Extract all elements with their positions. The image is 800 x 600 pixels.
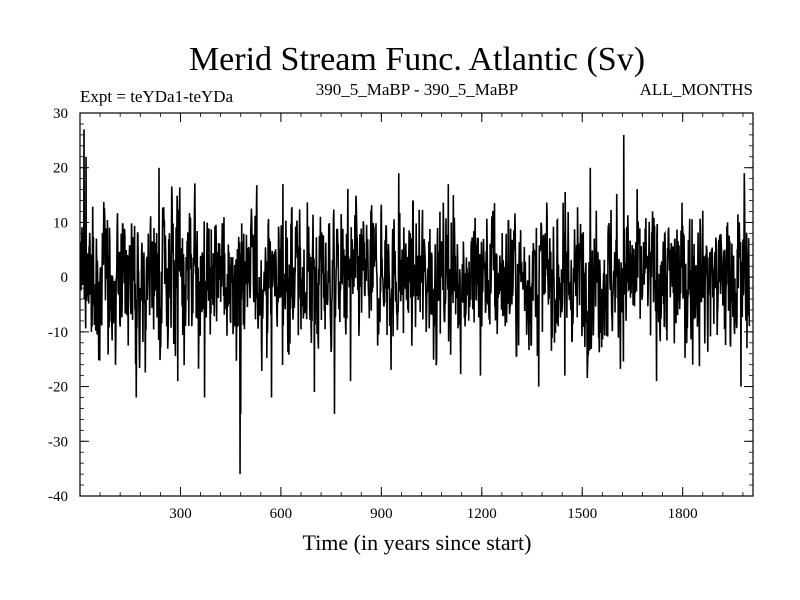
y-tick-label: -10 [48, 325, 68, 341]
x-tick-label: 1200 [467, 506, 497, 522]
series-line [79, 129, 751, 475]
x-tick-label: 1500 [567, 506, 597, 522]
axis-ticks [80, 112, 753, 497]
y-tick-label: -20 [48, 380, 68, 396]
chart-subtitle-right: ALL_MONTHS [640, 80, 753, 99]
y-tick-label: 20 [53, 161, 68, 177]
chart-subtitle-center: 390_5_MaBP - 390_5_MaBP [316, 80, 518, 99]
x-tick-label: 1800 [668, 506, 698, 522]
x-tick-label: 300 [169, 506, 192, 522]
y-tick-label: 10 [53, 215, 68, 231]
y-tick-label: 30 [53, 106, 68, 122]
x-axis-label: Time (in years since start) [303, 530, 532, 555]
y-tick-label: -40 [48, 489, 68, 505]
chart-title: Merid Stream Func. Atlantic (Sv) [189, 41, 645, 78]
x-tick-label: 600 [270, 506, 293, 522]
x-tick-label: 900 [370, 506, 393, 522]
chart-subtitle-left: Expt = teYDa1-teYDa [80, 87, 234, 106]
tick-labels: 300 600 900 1200 1500 1800 -40 -30 -20 -10 0 10 20 30 [48, 106, 698, 522]
plot-area [79, 129, 751, 475]
plot-frame [79, 112, 754, 497]
y-tick-label: 0 [61, 270, 69, 286]
y-tick-label: -30 [48, 434, 68, 450]
